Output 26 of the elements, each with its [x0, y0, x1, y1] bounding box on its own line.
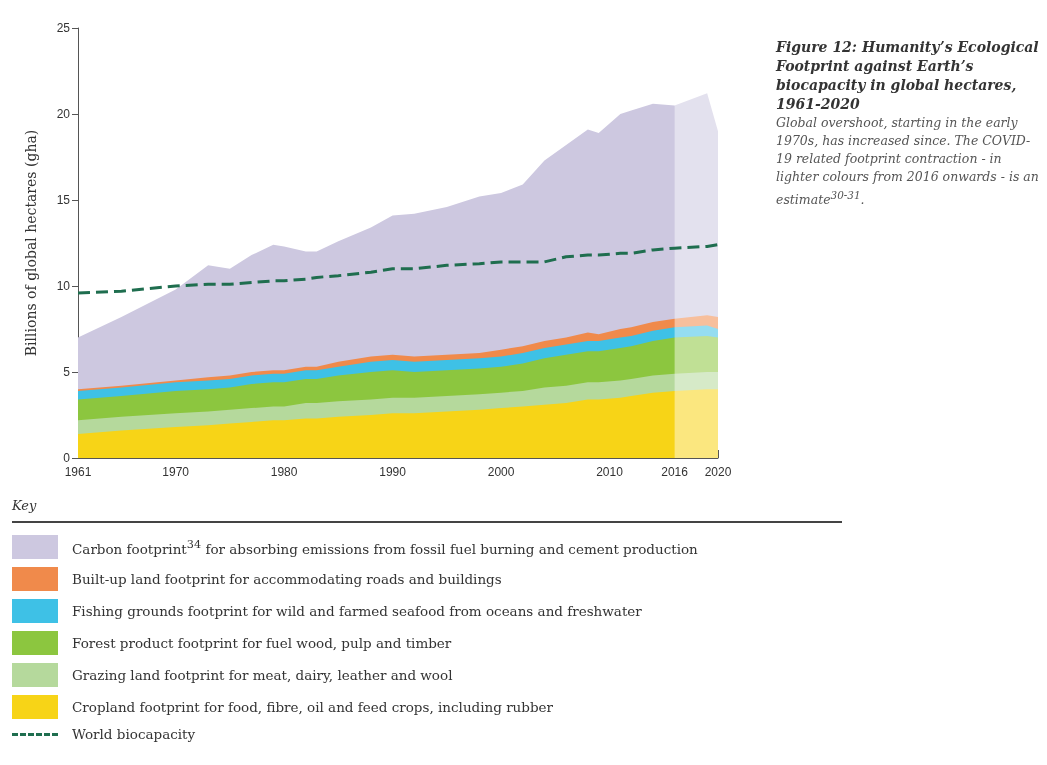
y-tick-label: 0 [63, 451, 71, 465]
line-series [76, 243, 720, 295]
x-tick-label: 1980 [270, 465, 298, 479]
y-tick-label: 20 [56, 107, 71, 121]
y-axis-title: Billions of global hectares (gha) [23, 129, 39, 357]
legend-label: Cropland footprint for food, fibre, oil and feed crops, including rubber [72, 699, 554, 715]
y-tick-label: 5 [63, 365, 71, 379]
text: Global overshoot, starting in the early 1970s, has increased since. The COVID-19 related footprint contraction - in lighter colours from 2016 onwards - is an estimate$^{30-31}$. [776, 114, 1040, 210]
legend-label: Carbon footprint$^{34}$ for absorbing emissions from fossil fuel burning and cement production [72, 537, 698, 557]
legend-label: Built-up land footprint for accommodating roads and buildings [72, 571, 502, 587]
x-tick-label: 2020 [704, 465, 732, 479]
x-tick-label: 2016 [661, 465, 689, 479]
legend-label: World biocapacity [72, 726, 196, 742]
x-tick-label: 2000 [487, 465, 515, 479]
x-tick-label: 1961 [64, 465, 92, 479]
legend-label: Forest product footprint for fuel wood, pulp and timber [72, 635, 452, 651]
legend-label: Grazing land footprint for meat, dairy, leather and wool [72, 667, 453, 683]
legend-label: Fishing grounds footprint for wild and farmed seafood from oceans and freshwater [72, 603, 642, 619]
legend-title: Key [12, 498, 842, 523]
x-tick-label: 1990 [379, 465, 407, 479]
y-tick-label: 25 [56, 21, 71, 35]
y-tick-label: 15 [56, 193, 71, 207]
text: Figure 12: Humanity’s Ecological Footprint against Earth’s biocapacity in global hectares, 1961-2020 [776, 38, 1040, 114]
x-tick-label: 1970 [162, 465, 190, 479]
y-tick-label: 10 [56, 279, 71, 293]
x-tick-label: 2010 [596, 465, 624, 479]
